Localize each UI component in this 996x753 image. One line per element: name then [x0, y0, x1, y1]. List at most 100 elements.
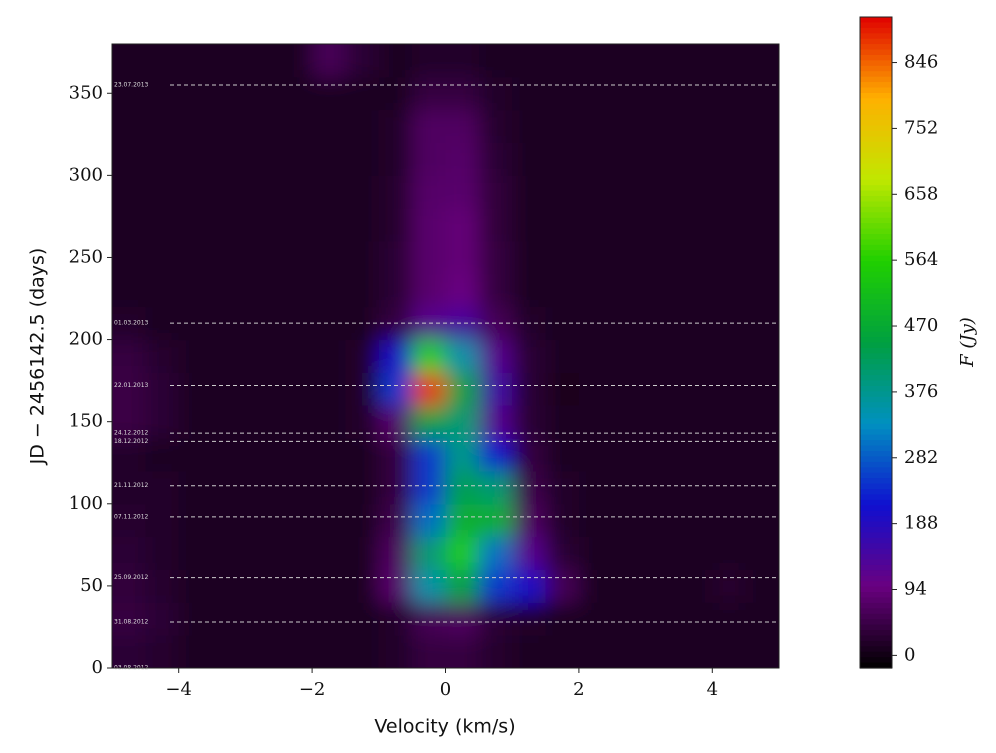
heatmap-cell: [612, 44, 647, 78]
reference-label: 07.11.2012: [114, 513, 149, 520]
colorbar-segment: [860, 521, 892, 528]
heatmap-cell: [278, 208, 313, 242]
heatmap-cell: [678, 241, 713, 275]
colorbar-segment: [860, 217, 892, 224]
heatmap-cell: [645, 76, 680, 111]
heatmap-cell: [712, 470, 747, 505]
colorbar-segment: [860, 174, 892, 181]
heatmap-cell: [578, 635, 613, 668]
heatmap-cell: [412, 76, 446, 111]
colorbar-tick-label: 188: [904, 513, 938, 534]
colorbar-segment: [860, 640, 892, 647]
heatmap-cell: [245, 470, 280, 505]
colorbar-label: F (Jy): [957, 317, 978, 368]
heatmap-cell: [312, 44, 346, 78]
heatmap-cell: [645, 635, 680, 668]
heatmap-cell: [145, 273, 180, 308]
colorbar-segment: [860, 282, 892, 289]
colorbar-segment: [860, 223, 892, 230]
heatmap-cell: [445, 503, 480, 538]
heatmap-cell: [512, 470, 547, 505]
heatmap-cell: [212, 569, 246, 603]
y-axis-label: JD − 2456142.5 (days): [27, 248, 49, 466]
heatmap-cell: [478, 339, 513, 373]
heatmap-cells: [112, 44, 779, 668]
heatmap-cell: [578, 602, 613, 636]
heatmap-cell: [578, 569, 613, 603]
colorbar-segment: [860, 22, 892, 29]
heatmap-cell: [278, 503, 313, 538]
colorbar-segment: [860, 158, 892, 165]
heatmap-cell: [312, 503, 346, 538]
heatmap-cell: [212, 635, 246, 668]
heatmap-cell: [378, 76, 413, 111]
heatmap-cell: [245, 109, 280, 144]
heatmap-cell: [278, 273, 313, 308]
heatmap-cell: [412, 339, 446, 373]
heatmap-cell: [412, 503, 446, 538]
heatmap-cell: [345, 438, 380, 472]
heatmap-cell: [212, 175, 246, 209]
heatmap-cell: [145, 44, 180, 78]
colorbar-segment: [860, 92, 892, 99]
heatmap-cell: [412, 44, 446, 78]
heatmap-cell: [245, 569, 280, 603]
heatmap-cell: [612, 339, 647, 373]
colorbar-segment: [860, 396, 892, 403]
heatmap-cell: [278, 241, 313, 275]
colorbar-segment: [860, 554, 892, 561]
colorbar-segment: [860, 423, 892, 430]
heatmap-cell: [312, 372, 346, 406]
heatmap-cell: [745, 175, 779, 209]
heatmap-cell: [378, 208, 413, 242]
heatmap-cell: [678, 76, 713, 111]
heatmap-cell: [478, 569, 513, 603]
colorbar-segment: [860, 624, 892, 631]
x-tick-label: 0: [440, 679, 451, 700]
heatmap-cell: [478, 142, 513, 176]
heatmap-cell: [545, 44, 580, 78]
heatmap-cell: [278, 76, 313, 111]
heatmap-cell: [245, 339, 280, 373]
heatmap-cell: [478, 208, 513, 242]
colorbar-segment: [860, 510, 892, 517]
heatmap-cell: [312, 241, 346, 275]
heatmap-cell: [278, 44, 313, 78]
heatmap-cell: [445, 175, 480, 209]
heatmap-cell: [712, 44, 747, 78]
heatmap-cell: [245, 503, 280, 538]
heatmap-cell: [512, 503, 547, 538]
heatmap-cell: [512, 76, 547, 111]
heatmap-cell: [278, 635, 313, 668]
heatmap-cell: [545, 175, 580, 209]
heatmap-cell: [112, 372, 146, 406]
heatmap-cell: [412, 536, 446, 570]
colorbar-segment: [860, 98, 892, 105]
heatmap-cell: [578, 76, 613, 111]
overlay: 23.07.2013 01.03.2013 22.01.2013 24.12.2012…: [69, 43, 780, 700]
heatmap-cell: [712, 503, 747, 538]
heatmap-cell: [478, 241, 513, 275]
heatmap-cell: [578, 44, 613, 78]
heatmap-cell: [112, 109, 146, 144]
heatmap-cell: [678, 175, 713, 209]
heatmap-cell: [578, 109, 613, 144]
colorbar-tick-label: 846: [904, 52, 938, 73]
heatmap-cell: [145, 438, 180, 472]
heatmap-cell: [712, 109, 747, 144]
colorbar-tick-label: 564: [904, 249, 938, 270]
colorbar-segment: [860, 168, 892, 175]
y-tick-label: 50: [80, 575, 103, 596]
heatmap-cell: [312, 339, 346, 373]
heatmap-cell: [212, 273, 246, 308]
heatmap-cell: [178, 470, 213, 505]
reference-label: 18.12.2012: [114, 438, 149, 445]
colorbar-segment: [860, 483, 892, 490]
heatmap-cell: [278, 109, 313, 144]
colorbar-segment: [860, 299, 892, 306]
colorbar-segment: [860, 646, 892, 653]
heatmap-cell: [378, 241, 413, 275]
heatmap-cell: [112, 438, 146, 472]
heatmap-cell: [378, 503, 413, 538]
heatmap-cell: [545, 635, 580, 668]
